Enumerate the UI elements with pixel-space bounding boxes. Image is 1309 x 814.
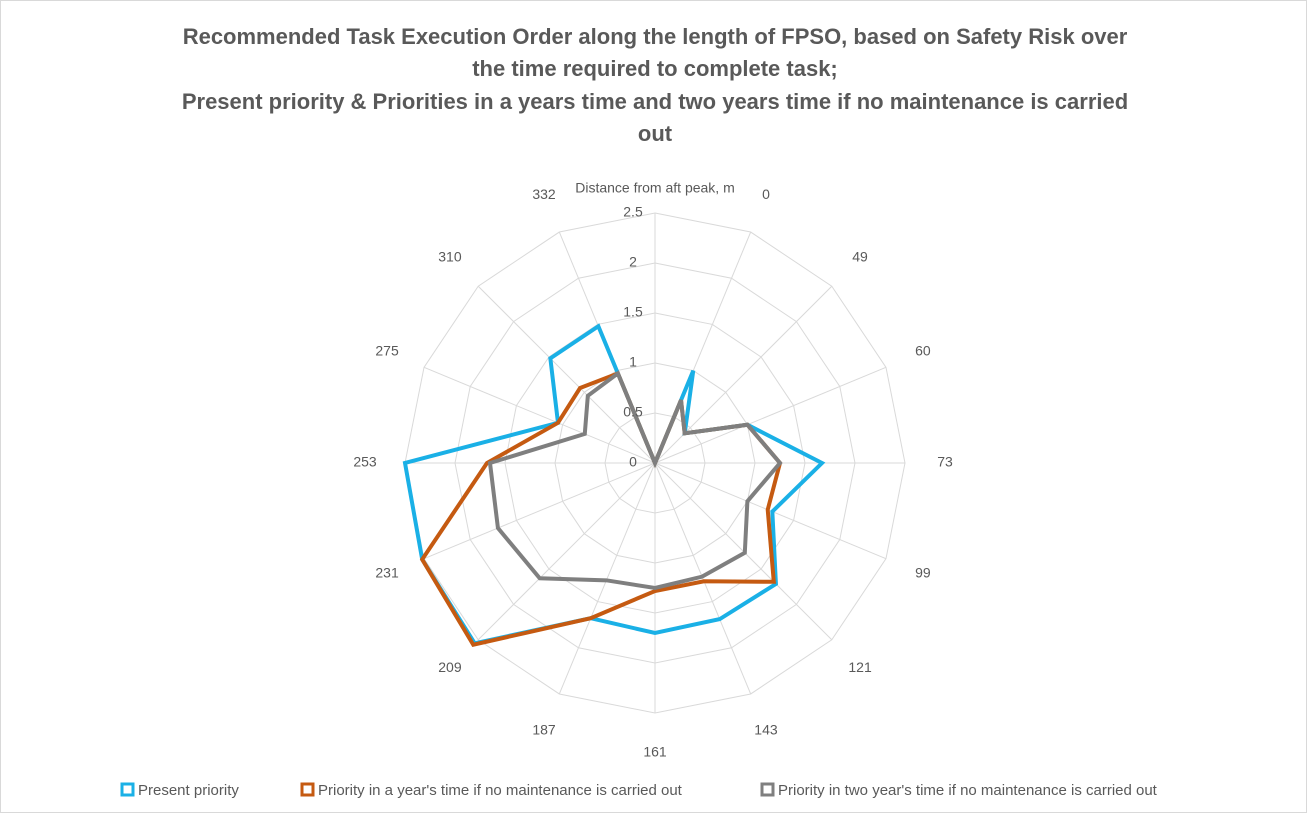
category-label: 143 bbox=[754, 722, 778, 738]
legend-label: Priority in two year's time if no mainte… bbox=[778, 782, 1158, 799]
r-tick-label: 1.5 bbox=[623, 304, 643, 320]
r-tick-label: 2 bbox=[629, 254, 637, 270]
category-label: 60 bbox=[915, 343, 931, 359]
legend-swatch bbox=[120, 782, 135, 797]
category-label: 275 bbox=[375, 343, 399, 359]
category-label: 187 bbox=[532, 722, 556, 738]
category-label: 0 bbox=[762, 186, 770, 202]
category-label: 253 bbox=[353, 454, 377, 470]
category-label: 310 bbox=[438, 249, 462, 265]
chart-title: the time required to complete task; bbox=[472, 56, 838, 81]
r-tick-label: 1 bbox=[629, 354, 637, 370]
spoke bbox=[477, 462, 656, 641]
category-label: Distance from aft peak, m bbox=[575, 180, 735, 196]
category-label: 121 bbox=[848, 659, 872, 675]
spoke bbox=[477, 285, 656, 464]
chart-title: Present priority & Priorities in a years… bbox=[182, 89, 1128, 114]
category-label: 99 bbox=[915, 565, 931, 581]
r-tick-label: 0.5 bbox=[623, 404, 643, 420]
title-group: Recommended Task Execution Order along t… bbox=[182, 24, 1128, 146]
labels: 0 0.5 1 1.5 2 2.5 Distance from aft peak, m 0 49… bbox=[353, 180, 953, 760]
category-label: 49 bbox=[852, 249, 868, 265]
series-line bbox=[487, 370, 783, 591]
legend-label: Priority in a year's time if no maintena… bbox=[318, 782, 683, 799]
legend-label: Present priority bbox=[138, 782, 239, 799]
category-label: 161 bbox=[643, 744, 667, 760]
category-label: 231 bbox=[375, 565, 399, 581]
spoke bbox=[654, 366, 887, 464]
category-label: 73 bbox=[937, 454, 953, 470]
chart-title: Recommended Task Execution Order along t… bbox=[183, 24, 1128, 49]
category-label: 209 bbox=[438, 659, 462, 675]
spoke bbox=[423, 462, 656, 560]
legend-swatch bbox=[760, 782, 775, 797]
spoke bbox=[423, 366, 656, 464]
legend: Present priority Priority in a year's tim… bbox=[120, 782, 1158, 799]
plot bbox=[402, 323, 826, 647]
chart-title: out bbox=[638, 121, 673, 146]
r-tick-label: 0 bbox=[629, 454, 637, 470]
legend-swatch bbox=[300, 782, 315, 797]
r-tick-label: 2.5 bbox=[623, 204, 643, 220]
category-label: 332 bbox=[532, 186, 556, 202]
